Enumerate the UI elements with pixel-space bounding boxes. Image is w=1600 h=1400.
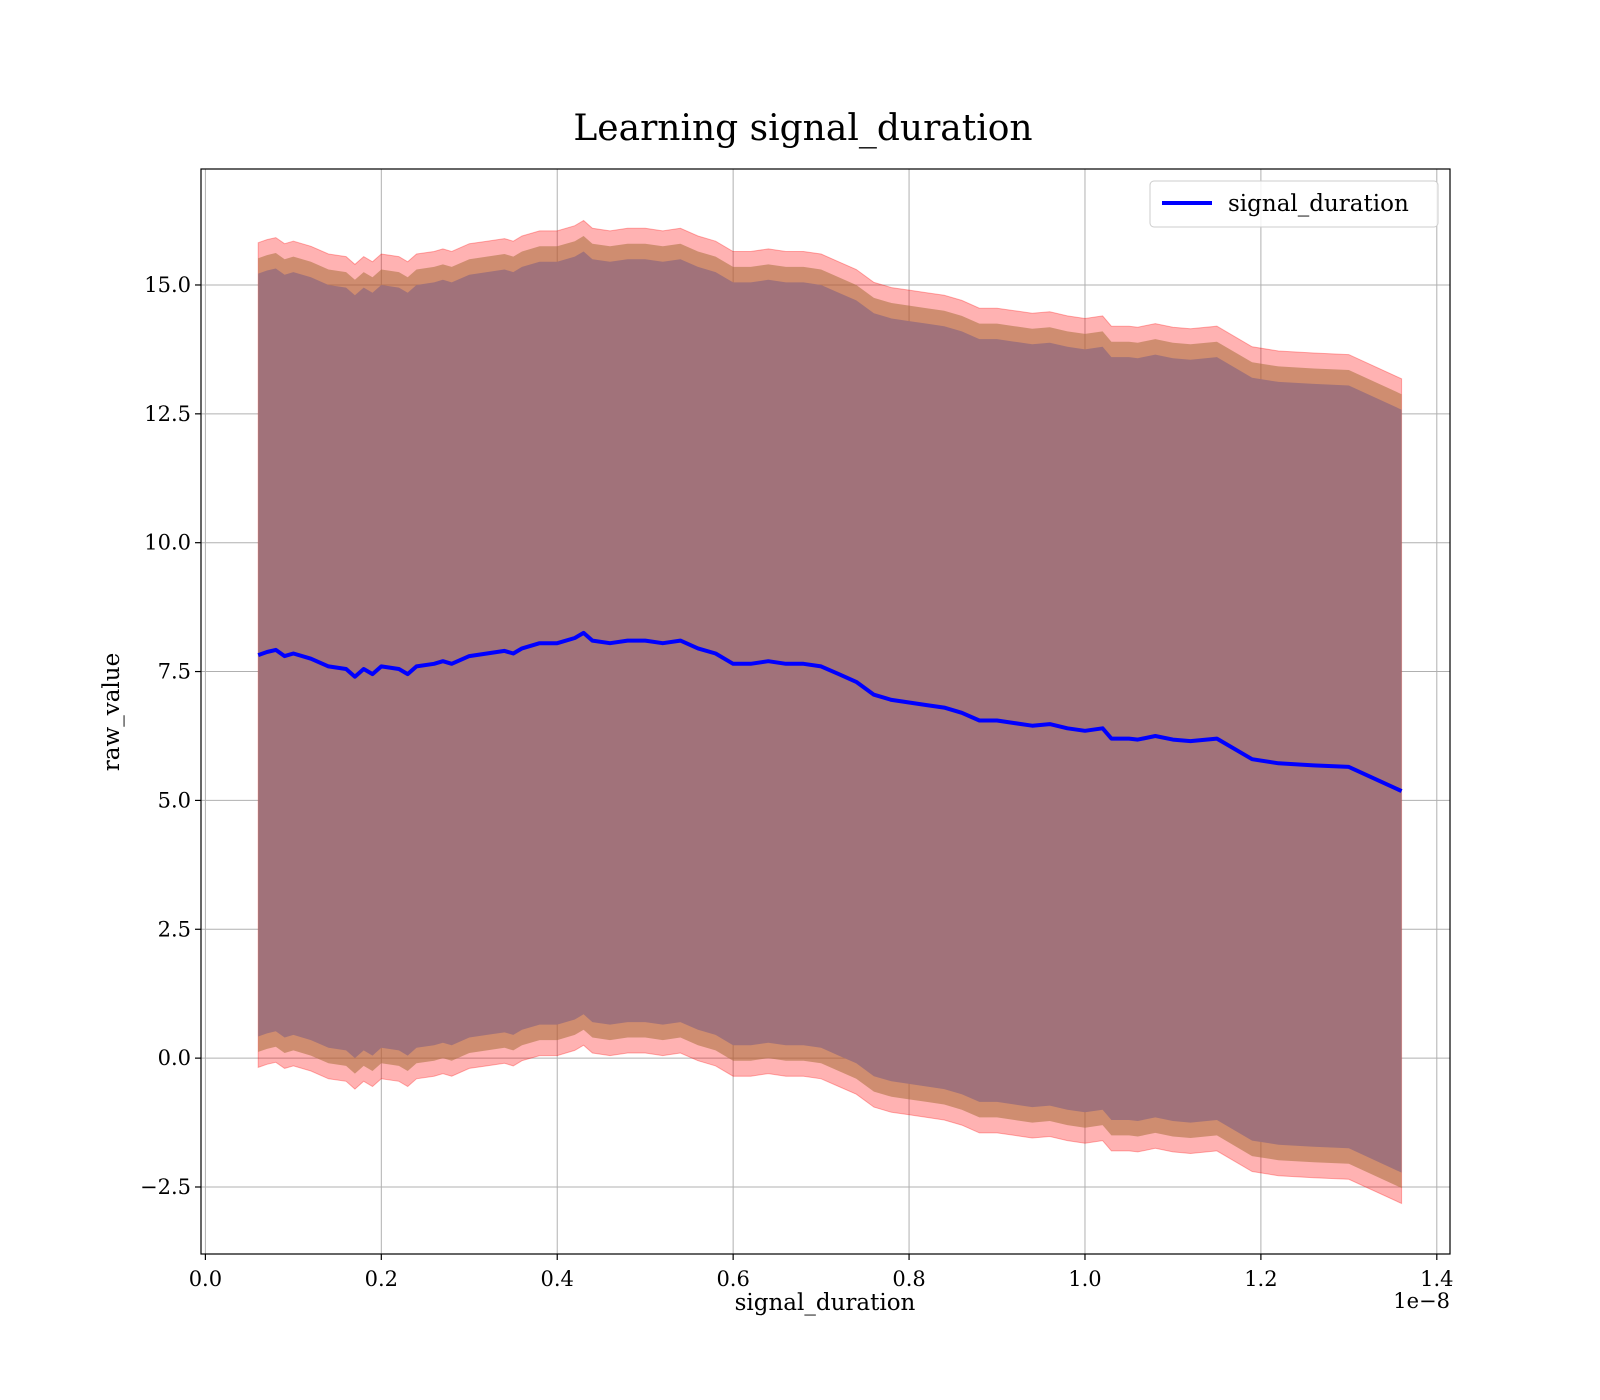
legend: signal_duration [1149,180,1439,228]
y-tick-label-3: 5.0 [158,788,191,812]
legend-entry-signal-duration: signal_duration [1228,191,1409,217]
chart-title: Learning signal_duration [573,108,1032,149]
y-tick-label-4: 7.5 [158,660,191,684]
y-tick-label-2: 2.5 [158,917,191,941]
x-tick-label-6: 1.2 [1244,1267,1277,1291]
band-inner [258,251,1402,1173]
y-tick-label-1: 0.0 [158,1046,191,1070]
x-tick-label-4: 0.8 [892,1267,925,1291]
x-tick-label-7: 1.4 [1420,1267,1453,1291]
x-tick-label-5: 1.0 [1068,1267,1101,1291]
x-tick-label-2: 0.4 [541,1267,574,1291]
y-tick-label-5: 10.0 [144,531,191,555]
x-tick-label-0: 0.0 [189,1267,222,1291]
y-tick-label-0: −2.5 [140,1175,191,1199]
x-offset-label: 1e−8 [1393,1289,1450,1313]
legend-box [1149,180,1439,228]
series-line-signal-duration [257,630,1403,793]
x-tick-label-3: 0.6 [716,1267,749,1291]
y-axis-label: raw_value [99,653,125,771]
series [257,630,1403,793]
x-axis-ticks: 0.0 0.2 0.4 0.6 0.8 1.0 1.2 1.4 [189,1254,1454,1291]
plot-frame [200,168,1451,1255]
confidence-bands [257,219,1403,1205]
y-axis-ticks: −2.5 0.0 2.5 5.0 7.5 10.0 12.5 15.0 [140,273,201,1199]
y-tick-label-7: 15.0 [144,273,191,297]
x-tick-label-1: 0.2 [365,1267,398,1291]
x-axis-label: signal_duration [735,1290,916,1316]
y-tick-label-6: 12.5 [144,402,191,426]
